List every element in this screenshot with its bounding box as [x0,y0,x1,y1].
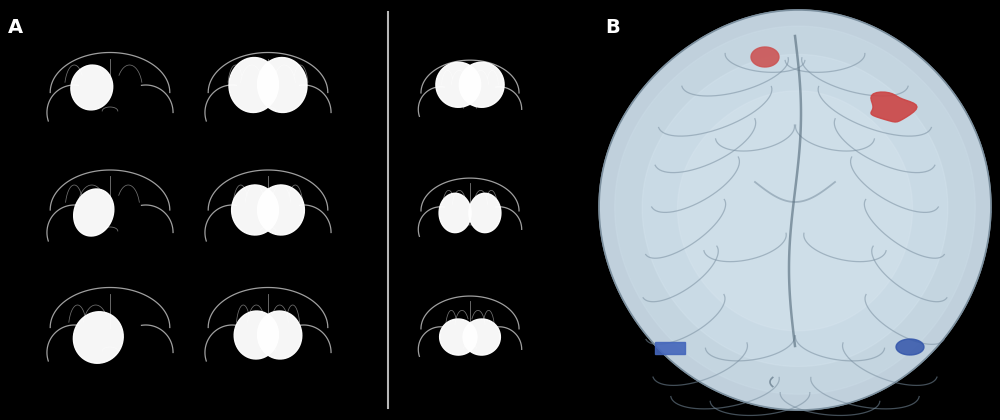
Polygon shape [436,62,481,107]
Polygon shape [232,185,278,235]
Polygon shape [615,26,975,394]
Polygon shape [439,193,471,233]
Polygon shape [463,319,500,355]
Polygon shape [642,55,948,367]
Polygon shape [258,58,307,113]
Polygon shape [258,185,304,235]
Polygon shape [258,311,302,359]
Polygon shape [73,312,123,363]
Polygon shape [234,311,278,359]
Polygon shape [440,319,477,355]
Polygon shape [896,339,924,355]
Polygon shape [655,342,685,354]
Polygon shape [229,58,278,113]
Polygon shape [677,91,913,331]
Polygon shape [751,47,779,67]
Polygon shape [469,193,501,233]
Polygon shape [74,189,114,236]
Polygon shape [459,62,504,107]
Text: A: A [8,18,23,37]
Polygon shape [599,10,991,410]
Text: B: B [605,18,620,37]
Polygon shape [71,65,113,110]
Polygon shape [871,92,917,122]
